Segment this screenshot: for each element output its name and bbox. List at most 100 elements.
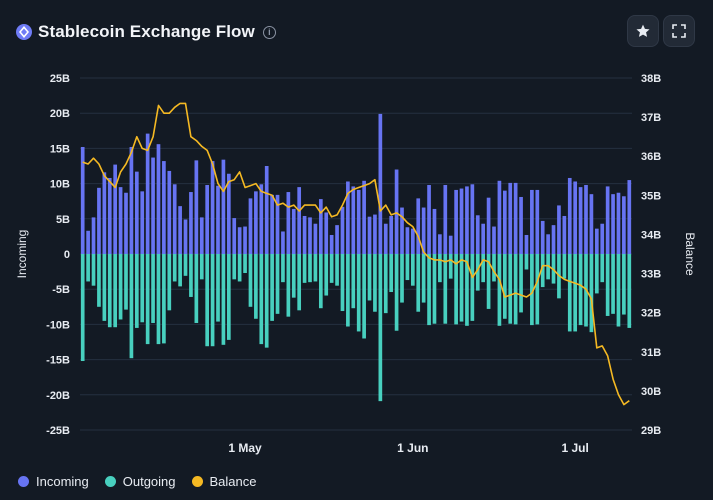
fullscreen-button[interactable] xyxy=(663,15,695,47)
outgoing-bar xyxy=(497,254,502,326)
incoming-bar xyxy=(151,157,155,254)
outgoing-bar xyxy=(454,254,458,325)
incoming-bar xyxy=(302,215,307,254)
outgoing-bar xyxy=(226,254,231,340)
outgoing-bar xyxy=(172,254,177,282)
outgoing-bar xyxy=(297,254,302,311)
x-tick-label: 1 May xyxy=(228,441,262,455)
left-tick-label: 0 xyxy=(64,249,70,261)
incoming-bar xyxy=(475,215,480,254)
outgoing-bar xyxy=(264,254,269,348)
outgoing-bar xyxy=(470,254,475,321)
outgoing-bar xyxy=(519,254,523,313)
incoming-bar xyxy=(335,225,339,254)
incoming-bar xyxy=(535,189,540,254)
incoming-bar xyxy=(329,234,334,254)
incoming-bar xyxy=(340,206,345,254)
incoming-bar xyxy=(281,231,285,254)
incoming-bar xyxy=(410,228,415,254)
left-tick-label: -5B xyxy=(52,284,70,296)
incoming-bar xyxy=(481,223,486,254)
incoming-bar xyxy=(232,218,237,254)
incoming-bar xyxy=(578,187,583,254)
incoming-bar xyxy=(178,206,182,254)
incoming-bar xyxy=(567,177,572,254)
incoming-bar xyxy=(540,220,545,254)
incoming-bar xyxy=(216,185,220,254)
outgoing-bar xyxy=(199,254,204,280)
incoming-bar xyxy=(270,194,274,254)
outgoing-bar xyxy=(270,254,274,321)
incoming-bar xyxy=(189,192,193,254)
outgoing-bar xyxy=(573,254,578,332)
outgoing-bar xyxy=(448,254,453,279)
incoming-bar xyxy=(459,188,464,254)
right-tick-label: 29B xyxy=(641,425,661,437)
incoming-bar xyxy=(124,192,128,254)
incoming-bar xyxy=(118,187,123,254)
outgoing-bar xyxy=(124,254,128,310)
outgoing-bar xyxy=(205,254,210,347)
legend-item-balance[interactable]: Balance xyxy=(191,474,257,489)
legend-dot-balance xyxy=(191,476,203,487)
left-tick-label: -15B xyxy=(46,355,70,367)
outgoing-bar xyxy=(432,254,437,324)
x-tick-label: 1 Jul xyxy=(561,441,588,455)
outgoing-bar xyxy=(254,254,258,319)
outgoing-bar xyxy=(567,254,572,332)
outgoing-bar xyxy=(281,254,285,283)
outgoing-bar xyxy=(194,254,199,323)
legend-dot-incoming xyxy=(18,476,29,487)
outgoing-bar xyxy=(107,254,112,328)
incoming-bar xyxy=(589,194,594,254)
incoming-bar xyxy=(389,215,394,254)
incoming-bar xyxy=(562,215,567,254)
outgoing-bar xyxy=(530,254,534,326)
outgoing-bar xyxy=(373,254,377,312)
right-tick-label: 30B xyxy=(641,386,661,398)
flow-chart: 25B 20B 15B 10B 5B 0 -5B -10B -15B -20B -25B 38B 37B… xyxy=(15,73,697,455)
incoming-bar xyxy=(622,196,626,254)
incoming-bar xyxy=(102,172,107,254)
outgoing-bar xyxy=(600,254,605,283)
outgoing-bar xyxy=(616,254,621,327)
outgoing-bar xyxy=(91,254,96,286)
incoming-bar xyxy=(438,234,442,254)
incoming-bar xyxy=(405,227,410,254)
incoming-bar xyxy=(107,177,112,254)
favorite-button[interactable] xyxy=(627,15,659,47)
outgoing-bar xyxy=(248,254,253,307)
outgoing-bar xyxy=(389,254,394,293)
outgoing-bar xyxy=(302,254,307,283)
outgoing-bar xyxy=(313,254,318,282)
right-tick-label: 35B xyxy=(641,190,661,202)
info-icon[interactable]: i xyxy=(262,25,276,39)
outgoing-bar xyxy=(367,254,372,301)
incoming-bar xyxy=(373,214,377,254)
outgoing-bar xyxy=(405,254,410,281)
incoming-bar xyxy=(400,207,404,254)
incoming-bar xyxy=(470,184,475,254)
incoming-bar xyxy=(194,160,199,254)
incoming-bar xyxy=(605,186,610,254)
incoming-bar xyxy=(243,226,247,254)
outgoing-bar xyxy=(362,254,366,339)
legend-item-outgoing[interactable]: Outgoing xyxy=(104,474,176,489)
incoming-bar xyxy=(237,227,242,254)
outgoing-bar xyxy=(118,254,123,320)
incoming-bar xyxy=(432,208,437,254)
incoming-bar xyxy=(502,190,507,254)
incoming-bar xyxy=(80,146,85,254)
outgoing-bar xyxy=(134,254,139,328)
outgoing-bar xyxy=(492,254,496,282)
outgoing-bar xyxy=(335,254,339,286)
outgoing-bar xyxy=(189,254,193,297)
outgoing-bar xyxy=(216,254,220,322)
incoming-bar xyxy=(416,198,421,254)
chart-title: Stablecoin Exchange Flow xyxy=(38,22,255,41)
right-tick-label: 38B xyxy=(641,73,661,85)
incoming-bar xyxy=(443,185,448,254)
legend-item-incoming[interactable]: Incoming xyxy=(18,474,89,489)
right-axis-title: Balance xyxy=(683,232,697,276)
stablecoin-logo-icon xyxy=(16,24,32,40)
